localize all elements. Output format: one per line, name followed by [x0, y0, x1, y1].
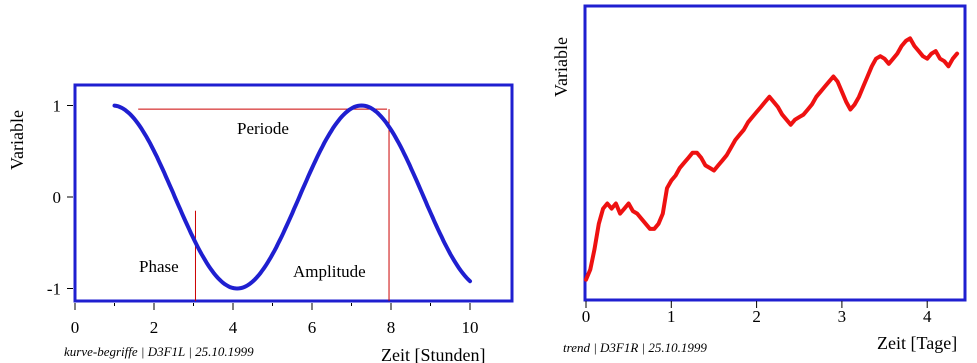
right-x-tick-label: 0 — [582, 307, 591, 326]
left-x-tick-label: 6 — [308, 318, 317, 337]
left-x-axis-label: Zeit [Stunden] — [381, 345, 485, 363]
left-series-line — [112, 103, 472, 291]
left-x-tick-label: 4 — [229, 318, 238, 337]
left-y-axis-label: Variable — [7, 110, 27, 170]
right-x-tick-label: 1 — [667, 307, 676, 326]
left-x-tick-label: 10 — [462, 318, 479, 337]
right-series-line — [584, 36, 960, 282]
left-x-tick-label: 0 — [71, 318, 80, 337]
left-y-tick-label: 0 — [53, 188, 62, 207]
left-annotation-phase: Phase — [139, 257, 179, 276]
chart-left: 0 2 4 6 8 10 -1 0 1 Periode Phase Amplitude Var… — [7, 83, 514, 363]
left-y-axis: -1 0 1 — [47, 97, 73, 299]
chart-right: 0 1 2 3 4 Variable Zeit [Tage] trend | D3F1R… — [551, 4, 967, 355]
right-x-axis: 0 1 2 3 4 — [582, 301, 932, 326]
right-y-axis-label: Variable — [551, 37, 571, 97]
left-annotation-periode: Periode — [237, 119, 289, 138]
left-annotation-amplitude: Amplitude — [293, 262, 366, 281]
left-y-tick-label: -1 — [47, 280, 61, 299]
right-plot-frame — [583, 4, 967, 302]
left-x-tick-label: 2 — [150, 318, 159, 337]
right-x-tick-label: 4 — [923, 307, 932, 326]
right-x-tick-label: 3 — [838, 307, 847, 326]
left-plot-frame — [73, 83, 514, 303]
right-x-tick-label: 2 — [752, 307, 761, 326]
left-x-axis: 0 2 4 6 8 10 — [71, 303, 479, 337]
left-footer: kurve-begriffe | D3F1L | 25.10.1999 — [64, 344, 254, 359]
left-y-tick-label: 1 — [53, 97, 62, 116]
right-x-axis-label: Zeit [Tage] — [877, 333, 957, 353]
right-footer: trend | D3F1R | 25.10.1999 — [563, 340, 707, 355]
left-x-tick-label: 8 — [387, 318, 396, 337]
left-guides — [138, 108, 390, 301]
